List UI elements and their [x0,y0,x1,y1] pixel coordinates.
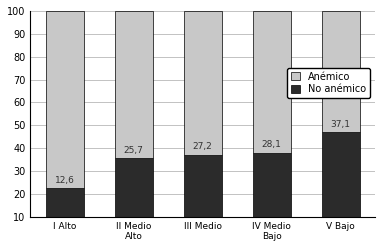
Legend: Anémico, No anémico: Anémico, No anémico [287,68,370,98]
Bar [115,158,153,217]
Bar [184,155,222,217]
Bar [322,132,359,217]
Bar [46,11,84,188]
Bar [115,11,153,158]
Bar [46,188,84,217]
Bar [322,11,359,132]
Text: 37,1: 37,1 [330,120,351,128]
Text: 28,1: 28,1 [262,140,282,149]
Bar [184,11,222,155]
Text: 25,7: 25,7 [124,146,144,155]
Text: 27,2: 27,2 [193,142,212,151]
Bar [253,153,291,217]
Text: 12,6: 12,6 [55,176,74,185]
Bar [253,11,291,153]
